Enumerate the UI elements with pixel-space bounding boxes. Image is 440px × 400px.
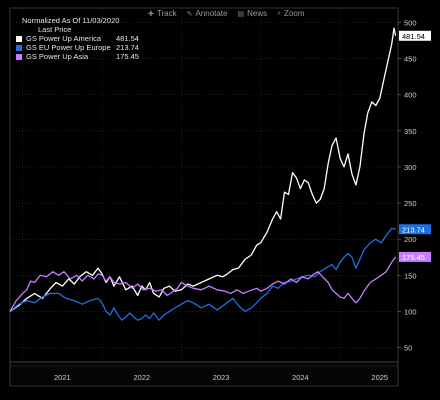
y-tick-label-400: 400 xyxy=(404,91,417,100)
news-icon: ▤ xyxy=(237,10,245,18)
y-tick-label-100: 100 xyxy=(404,307,417,316)
legend-value-america: 481.54 xyxy=(116,34,139,43)
chart-legend: Normalized As Of 11/03/2020 Last Price G… xyxy=(16,16,139,61)
y-tick-label-500: 500 xyxy=(404,18,417,27)
chart-title: Normalized As Of 11/03/2020 xyxy=(22,16,120,25)
legend-value-europe: 213.74 xyxy=(116,43,139,52)
x-tick-label-2022: 2022 xyxy=(133,373,150,382)
last-value-tag-2 xyxy=(399,251,431,262)
track-button[interactable]: ✚ Track xyxy=(148,9,177,18)
last-value-label-0: 481.54 xyxy=(402,32,425,41)
last-value-label-1: 213.74 xyxy=(402,225,425,234)
y-tick-label-300: 300 xyxy=(404,163,417,172)
series-line-0 xyxy=(9,27,397,312)
chart-subtitle: Last Price xyxy=(38,25,72,34)
legend-value-asia: 175.45 xyxy=(116,52,139,61)
legend-item-america: GS Power Up America 481.54 xyxy=(16,34,139,43)
crosshair-icon: ✚ xyxy=(148,10,154,18)
plot-frame xyxy=(9,7,399,363)
y-tick-label-200: 200 xyxy=(404,235,417,244)
x-tick-label-2024: 2024 xyxy=(292,373,309,382)
y-tick-label-150: 150 xyxy=(404,271,417,280)
y-tick-label-350: 350 xyxy=(404,127,417,136)
x-tick-label-2021: 2021 xyxy=(54,373,71,382)
legend-swatch-europe xyxy=(16,44,22,51)
x-tick-label-2023: 2023 xyxy=(213,373,230,382)
chart-toolbar: ✚ Track ✎ Annotate ▤ News ⌕ Zoom xyxy=(148,9,305,18)
y-tick-label-450: 450 xyxy=(404,55,417,64)
series-line-2 xyxy=(9,256,397,312)
legend-item-asia: GS Power Up Asia 175.45 xyxy=(16,52,139,61)
last-value-tag-0 xyxy=(399,30,431,41)
legend-label-asia: GS Power Up Asia xyxy=(26,52,89,61)
x-tick-label-2025: 2025 xyxy=(371,373,388,382)
annotate-button[interactable]: ✎ Annotate xyxy=(187,9,228,18)
annotate-icon: ✎ xyxy=(186,10,193,18)
news-button[interactable]: ▤ News xyxy=(237,9,267,18)
last-value-tag-1 xyxy=(399,224,431,235)
news-label: News xyxy=(247,9,268,18)
legend-label-america: GS Power Up America xyxy=(26,34,102,43)
zoom-label: Zoom xyxy=(284,9,305,18)
legend-item-europe: GS EU Power Up Europe 213.74 xyxy=(16,43,139,52)
track-label: Track xyxy=(156,9,177,18)
legend-swatch-asia xyxy=(16,53,22,60)
legend-label-europe: GS EU Power Up Europe xyxy=(26,43,111,52)
legend-swatch-america xyxy=(16,35,22,42)
series-line-1 xyxy=(9,227,396,321)
y-tick-label-50: 50 xyxy=(404,344,412,353)
zoom-icon: ⌕ xyxy=(277,9,282,17)
annotate-label: Annotate xyxy=(195,9,228,18)
zoom-button[interactable]: ⌕ Zoom xyxy=(277,9,304,18)
last-value-label-2: 175.45 xyxy=(402,253,425,262)
y-tick-label-250: 250 xyxy=(404,199,417,208)
